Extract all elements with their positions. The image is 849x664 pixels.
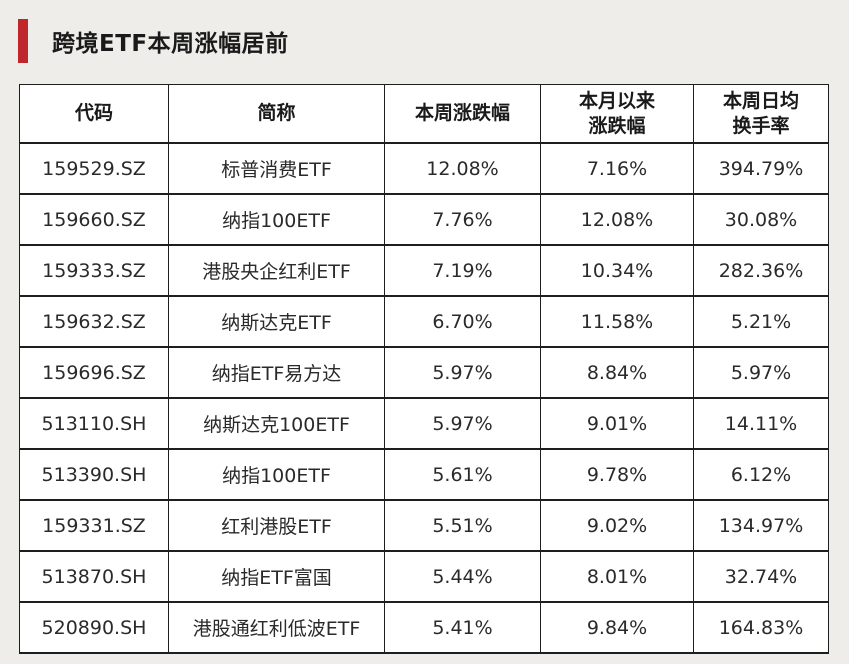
cell-code: 513390.SH (19, 448, 169, 501)
header-name-label: 简称 (257, 102, 296, 124)
cell-code: 159331.SZ (19, 499, 169, 552)
table-row: 159331.SZ 红利港股ETF 5.51% 9.02% 134.97% (19, 499, 829, 552)
header-turnover: 本周日均 换手率 (693, 84, 829, 144)
cell-week-change: 6.70% (384, 295, 541, 348)
cell-name: 标普消费ETF (168, 142, 385, 195)
etf-table: 代码 简称 本周涨跌幅 本月以来 涨跌幅 本周日均 换手率 159529.SZ 标普消… (19, 84, 829, 654)
header-week-change-label: 本周涨跌幅 (414, 102, 510, 124)
cell-turnover: 394.79% (693, 142, 829, 195)
cell-name: 纳指ETF易方达 (168, 346, 385, 399)
cell-turnover: 5.21% (693, 295, 829, 348)
table-row: 159660.SZ 纳指100ETF 7.76% 12.08% 30.08% (19, 193, 829, 246)
cell-name: 纳斯达克100ETF (168, 397, 385, 450)
cell-name: 港股通红利低波ETF (168, 601, 385, 654)
cell-code: 159632.SZ (19, 295, 169, 348)
header-turnover-line2: 换手率 (732, 114, 790, 137)
cell-week-change: 5.97% (384, 346, 541, 399)
cell-week-change: 5.51% (384, 499, 541, 552)
header-month-change: 本月以来 涨跌幅 (540, 84, 694, 144)
table-row: 513110.SH 纳斯达克100ETF 5.97% 9.01% 14.11% (19, 397, 829, 450)
table-row: 159696.SZ 纳指ETF易方达 5.97% 8.84% 5.97% (19, 346, 829, 399)
cell-week-change: 5.97% (384, 397, 541, 450)
cell-week-change: 5.61% (384, 448, 541, 501)
cell-turnover: 6.12% (693, 448, 829, 501)
cell-week-change: 7.76% (384, 193, 541, 246)
cell-month-change: 9.01% (540, 397, 694, 450)
cell-name: 纳斯达克ETF (168, 295, 385, 348)
cell-turnover: 282.36% (693, 244, 829, 297)
cell-week-change: 7.19% (384, 244, 541, 297)
cell-turnover: 32.74% (693, 550, 829, 603)
cell-month-change: 12.08% (540, 193, 694, 246)
cell-name: 纳指ETF富国 (168, 550, 385, 603)
header-month-change-line2: 涨跌幅 (588, 114, 646, 137)
cell-name: 纳指100ETF (168, 193, 385, 246)
header-code: 代码 (19, 84, 169, 144)
table-row: 513390.SH 纳指100ETF 5.61% 9.78% 6.12% (19, 448, 829, 501)
cell-month-change: 10.34% (540, 244, 694, 297)
header-code-label: 代码 (74, 102, 113, 124)
table-header-row: 代码 简称 本周涨跌幅 本月以来 涨跌幅 本周日均 换手率 (19, 84, 829, 144)
table-row: 159529.SZ 标普消费ETF 12.08% 7.16% 394.79% (19, 142, 829, 195)
cell-month-change: 8.01% (540, 550, 694, 603)
cell-name: 港股央企红利ETF (168, 244, 385, 297)
cell-month-change: 9.78% (540, 448, 694, 501)
cell-code: 159660.SZ (19, 193, 169, 246)
cell-code: 513870.SH (19, 550, 169, 603)
header-name: 简称 (168, 84, 385, 144)
table-row: 159632.SZ 纳斯达克ETF 6.70% 11.58% 5.21% (19, 295, 829, 348)
cell-code: 159529.SZ (19, 142, 169, 195)
cell-turnover: 30.08% (693, 193, 829, 246)
header-month-change-line1: 本月以来 (578, 89, 655, 112)
cell-month-change: 11.58% (540, 295, 694, 348)
cell-code: 520890.SH (19, 601, 169, 654)
cell-month-change: 9.84% (540, 601, 694, 654)
title-accent-bar (18, 19, 28, 63)
header-turnover-line1: 本周日均 (722, 89, 799, 112)
cell-name: 纳指100ETF (168, 448, 385, 501)
table-row: 159333.SZ 港股央企红利ETF 7.19% 10.34% 282.36% (19, 244, 829, 297)
cell-turnover: 164.83% (693, 601, 829, 654)
cell-turnover: 5.97% (693, 346, 829, 399)
cell-name: 红利港股ETF (168, 499, 385, 552)
cell-week-change: 5.41% (384, 601, 541, 654)
cell-month-change: 9.02% (540, 499, 694, 552)
header-week-change: 本周涨跌幅 (384, 84, 541, 144)
cell-week-change: 5.44% (384, 550, 541, 603)
cell-week-change: 12.08% (384, 142, 541, 195)
cell-code: 513110.SH (19, 397, 169, 450)
table-row: 520890.SH 港股通红利低波ETF 5.41% 9.84% 164.83% (19, 601, 829, 654)
cell-code: 159696.SZ (19, 346, 169, 399)
cell-code: 159333.SZ (19, 244, 169, 297)
title-bar: 跨境ETF本周涨幅居前 (18, 19, 289, 63)
cell-month-change: 7.16% (540, 142, 694, 195)
cell-turnover: 14.11% (693, 397, 829, 450)
page-title: 跨境ETF本周涨幅居前 (52, 31, 289, 57)
cell-turnover: 134.97% (693, 499, 829, 552)
table-row: 513870.SH 纳指ETF富国 5.44% 8.01% 32.74% (19, 550, 829, 603)
cell-month-change: 8.84% (540, 346, 694, 399)
